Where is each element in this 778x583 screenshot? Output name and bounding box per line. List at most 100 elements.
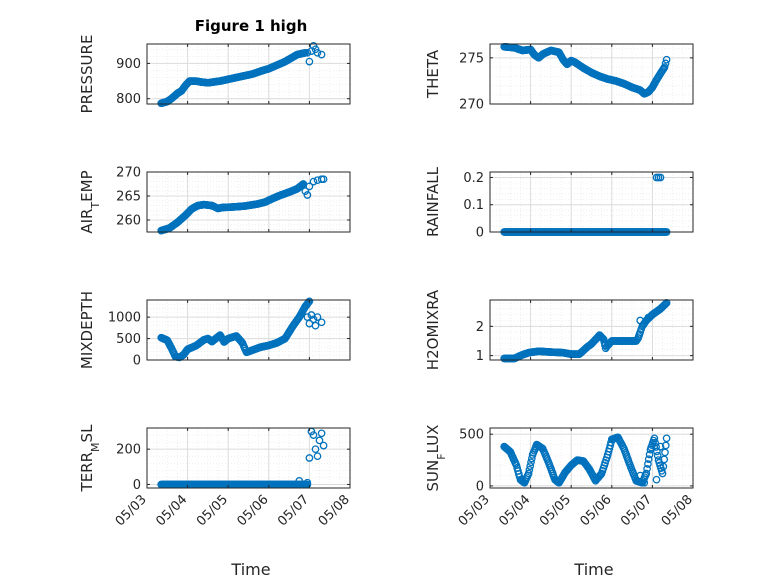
data-point	[301, 187, 310, 196]
data-point	[313, 452, 322, 461]
y-tick-label: 0	[133, 478, 141, 493]
y-tick-label: 500	[459, 428, 484, 443]
data-point	[313, 313, 322, 321]
data-point	[527, 458, 535, 467]
data-point	[295, 477, 304, 485]
series-markers	[500, 42, 671, 98]
data-point	[662, 55, 671, 64]
data-point	[311, 321, 320, 330]
data-point	[640, 478, 649, 487]
y-tick-label: 275	[459, 51, 484, 66]
data-point	[309, 431, 318, 439]
data-point	[599, 334, 607, 343]
data-point	[636, 316, 645, 325]
axes-box	[146, 299, 351, 361]
data-point	[524, 469, 533, 478]
data-point	[659, 462, 668, 471]
data-point	[303, 191, 312, 199]
y-axis-label-6: TERRMSL	[78, 424, 102, 493]
data-point	[236, 337, 245, 345]
data-point	[311, 445, 320, 454]
x-axis-label-left: Time	[230, 560, 270, 579]
data-point	[305, 454, 314, 462]
y-tick-label: 0.1	[463, 198, 484, 213]
y-tick-label: 800	[116, 92, 141, 107]
data-point	[660, 455, 669, 464]
data-point	[317, 318, 326, 327]
axes-box	[489, 171, 694, 233]
y-tick-label: 0	[476, 479, 484, 494]
data-point	[645, 450, 654, 459]
data-point	[661, 59, 670, 68]
y-axis-label-1: THETA	[424, 49, 442, 99]
data-point	[309, 177, 318, 186]
data-point	[643, 464, 651, 473]
y-tick-label: 260	[116, 214, 141, 229]
data-point	[644, 313, 653, 322]
data-point	[656, 442, 665, 451]
series-markers	[157, 175, 328, 235]
data-point	[526, 462, 535, 470]
y-axis-label-7: SUNFLUX	[424, 425, 448, 492]
data-point	[317, 50, 326, 59]
data-point	[661, 300, 669, 309]
data-point	[656, 173, 665, 182]
data-point	[644, 455, 653, 464]
axes-box	[146, 171, 351, 233]
subplot-1: 270 275 THETA	[424, 42, 694, 113]
subplot-0: 800 900 PRESSURE	[78, 35, 351, 114]
y-tick-label: 900	[116, 57, 141, 72]
axes-box	[146, 427, 351, 489]
data-point	[652, 443, 660, 451]
axes-box	[489, 299, 694, 361]
data-point	[651, 438, 660, 447]
series-markers	[500, 299, 671, 363]
data-point	[652, 475, 661, 484]
series-markers	[157, 297, 326, 362]
y-tick-label: 0	[133, 354, 141, 369]
data-point	[660, 63, 669, 71]
data-point	[650, 434, 659, 443]
data-point	[653, 447, 661, 456]
y-axis-label-5: H2OMIXRA	[424, 289, 442, 370]
y-axis-label-3: RAINFALL	[424, 166, 442, 237]
y-axis-label-0: PRESSURE	[78, 35, 96, 114]
data-point	[662, 434, 671, 443]
data-point	[525, 465, 534, 474]
y-tick-label: 1	[476, 349, 484, 364]
data-point	[305, 297, 314, 306]
subplot-3: 0 0.1 0.2 RAINFALL	[424, 166, 694, 241]
data-point	[304, 298, 313, 307]
y-tick-label: 1000	[108, 311, 141, 326]
data-point	[317, 429, 326, 438]
y-tick-label: 0	[476, 226, 484, 241]
y-tick-label: 0.2	[463, 171, 484, 186]
y-tick-label: 270	[116, 166, 141, 181]
subplot-4: 0 500 1000 MIXDEPTH	[78, 291, 351, 369]
axes-box	[489, 427, 694, 489]
axes-box	[489, 43, 694, 105]
data-point	[636, 471, 645, 480]
data-point	[658, 469, 667, 478]
subplot-5: 1 2 H2OMIXRA	[424, 289, 694, 370]
data-point	[319, 175, 328, 184]
data-point	[315, 436, 324, 445]
data-point	[313, 48, 322, 57]
data-point	[644, 460, 652, 468]
data-point	[661, 299, 670, 308]
x-axis-label-right: Time	[573, 560, 613, 579]
data-point	[303, 478, 312, 487]
data-point	[305, 57, 314, 66]
data-point	[319, 441, 328, 450]
y-tick-label: 270	[459, 98, 484, 113]
data-point	[661, 441, 670, 450]
subplot-2: 260 265 270 AIRTEMP	[78, 166, 351, 235]
y-tick-label: 200	[116, 443, 141, 458]
subplot-grid: 800 900 PRESSURE 270 275 THETA 260 265 270 AIRTEM…	[78, 35, 696, 530]
data-point	[303, 48, 312, 57]
data-point	[305, 182, 314, 191]
series-markers	[500, 433, 671, 487]
y-axis-label-4: MIXDEPTH	[78, 291, 96, 369]
y-tick-label: 2	[476, 320, 484, 335]
